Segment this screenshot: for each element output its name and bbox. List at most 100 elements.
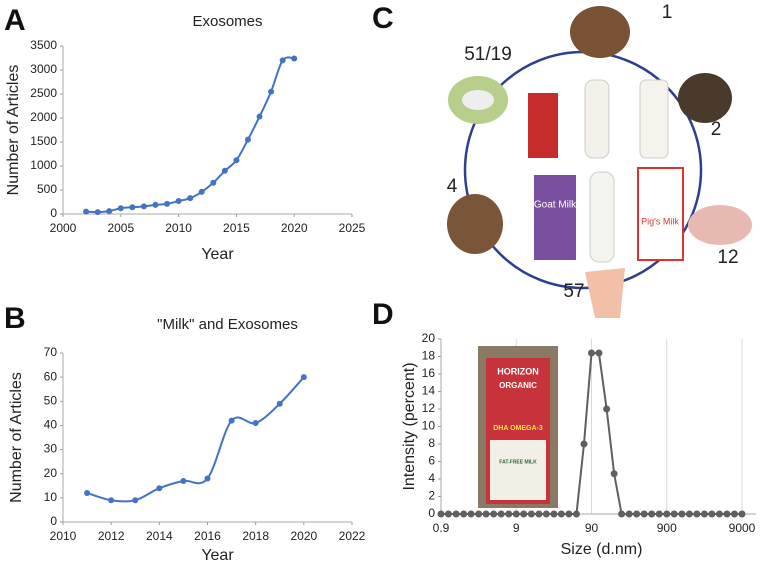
- y-tick-label: 0: [50, 514, 57, 528]
- y-tick-label: 70: [44, 345, 58, 359]
- y-tick-label: 40: [44, 418, 58, 432]
- y-tick-label: 16: [422, 366, 436, 380]
- animal-donkey: [678, 73, 732, 123]
- species-count: 12: [717, 247, 738, 268]
- data-point: [693, 510, 701, 518]
- data-point: [204, 475, 211, 482]
- x-axis-label: Size (d.nm): [561, 541, 643, 558]
- x-tick-label: 2020: [290, 529, 317, 543]
- data-line: [86, 376, 305, 503]
- data-point: [437, 510, 445, 518]
- chart-title: "Milk" and Exosomes: [157, 316, 298, 333]
- animal-cow: [447, 194, 503, 254]
- carton: [528, 93, 558, 158]
- data-point: [625, 510, 633, 518]
- bottle: [584, 79, 610, 159]
- carton: [534, 175, 576, 260]
- carton-text: Goat Milk: [534, 200, 577, 211]
- chart-title: Exosomes: [192, 13, 262, 30]
- y-tick-label: 30: [44, 442, 58, 456]
- x-axis-label: Year: [201, 547, 234, 564]
- y-tick-label: 8: [428, 436, 435, 450]
- species-count: 1: [662, 2, 673, 23]
- data-point: [595, 349, 603, 357]
- data-point: [460, 510, 468, 518]
- carton-text: Pig's Milk: [641, 216, 679, 226]
- x-tick-label: 2014: [146, 529, 173, 543]
- data-point: [94, 209, 101, 216]
- y-tick-label: 20: [44, 466, 58, 480]
- data-point: [700, 510, 708, 518]
- carton: [637, 167, 684, 261]
- bottle: [639, 79, 669, 159]
- y-tick-label: 18: [422, 349, 436, 363]
- goat-body: [462, 90, 494, 110]
- data-point: [256, 113, 263, 120]
- animal-pig: [688, 205, 752, 245]
- data-point: [198, 188, 205, 195]
- data-point: [129, 204, 136, 211]
- x-tick-label: 2005: [107, 221, 134, 235]
- y-axis-label: Number of Articles: [8, 372, 25, 503]
- data-line: [86, 56, 295, 214]
- data-point: [588, 349, 595, 357]
- data-point: [610, 470, 618, 478]
- y-tick-label: 0: [50, 206, 57, 220]
- carton-text: DHA OMEGA-3: [493, 425, 543, 432]
- data-point: [557, 510, 565, 518]
- inset-photo: HORIZON ORGANIC DHA OMEGA-3 FAT-FREE MIL…: [478, 346, 558, 508]
- x-tick-label: 2016: [194, 529, 221, 543]
- x-tick-label: 900: [657, 521, 677, 535]
- y-tick-label: 1000: [30, 158, 57, 172]
- data-point: [482, 510, 490, 518]
- data-point: [738, 510, 746, 518]
- data-point: [180, 477, 187, 484]
- data-point: [648, 510, 656, 518]
- y-tick-label: 3500: [30, 38, 57, 52]
- y-tick-label: 0: [428, 506, 435, 520]
- data-point: [535, 510, 543, 518]
- data-point: [452, 510, 460, 518]
- y-tick-label: 6: [428, 454, 435, 468]
- data-point: [497, 510, 505, 518]
- data-point: [233, 157, 240, 164]
- species-count: 2: [711, 119, 722, 140]
- data-point: [467, 510, 475, 518]
- data-point: [156, 485, 163, 492]
- y-tick-label: 10: [44, 490, 58, 504]
- x-tick-label: 9: [513, 521, 520, 535]
- data-point: [655, 510, 663, 518]
- y-axis-label: Intensity (percent): [401, 362, 418, 490]
- data-point: [633, 510, 641, 518]
- data-point: [268, 88, 275, 95]
- data-point: [603, 405, 611, 413]
- x-tick-label: 2025: [339, 221, 366, 235]
- species-count: 57: [563, 281, 584, 302]
- x-tick-label: 2022: [339, 529, 366, 543]
- data-point: [730, 510, 738, 518]
- x-tick-label: 2015: [223, 221, 250, 235]
- data-point: [187, 195, 194, 202]
- data-point: [106, 208, 113, 215]
- data-point: [164, 200, 171, 207]
- data-point: [723, 510, 731, 518]
- data-point: [715, 510, 723, 518]
- data-point: [520, 510, 528, 518]
- animal-horse: [570, 6, 630, 58]
- y-tick-label: 4: [428, 471, 435, 485]
- data-point: [117, 205, 124, 212]
- data-point: [444, 510, 452, 518]
- data-point: [670, 510, 678, 518]
- carton-text: FAT-FREE MILK: [499, 459, 537, 465]
- species-count: 4: [447, 176, 458, 197]
- y-tick-label: 12: [422, 401, 436, 415]
- data-point: [490, 510, 498, 518]
- data-point: [527, 510, 535, 518]
- data-point: [175, 198, 182, 205]
- x-tick-label: 9000: [729, 521, 756, 535]
- y-tick-label: 2: [428, 489, 435, 503]
- x-tick-label: 2020: [281, 221, 308, 235]
- panel-label: C: [372, 2, 394, 35]
- diagram: Goat Milk Pig's Milk 1 2 12 57 4 51/19: [447, 2, 752, 318]
